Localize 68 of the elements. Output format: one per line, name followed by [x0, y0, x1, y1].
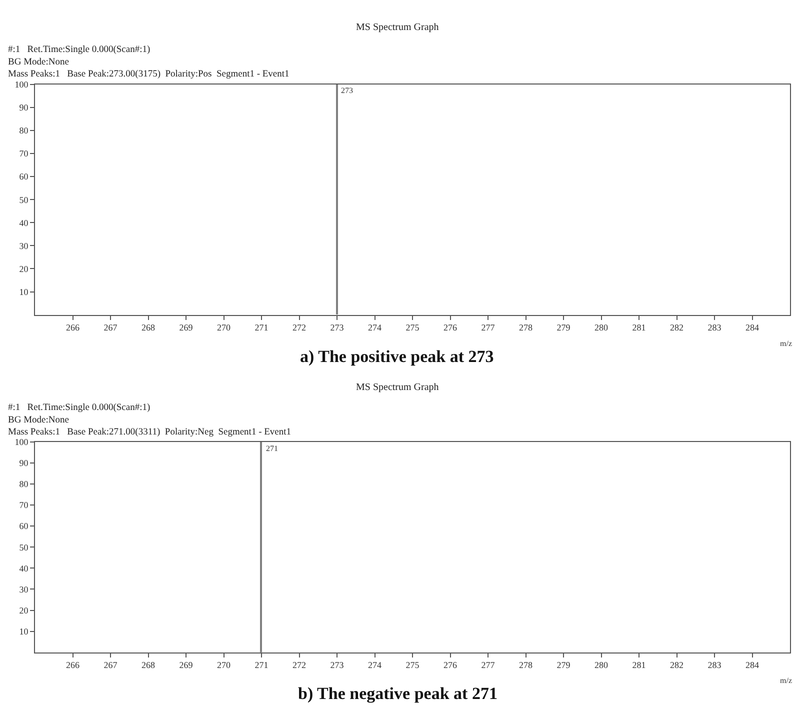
x-tick-label: 272: [292, 322, 306, 333]
x-tick-label: 283: [708, 660, 722, 670]
y-tick-label: 10: [19, 286, 29, 297]
x-tick-label: 284: [746, 322, 760, 333]
chart-title: MS Spectrum Graph: [356, 22, 439, 33]
x-tick-label: 267: [104, 322, 118, 333]
x-tick-label: 271: [254, 322, 268, 333]
x-tick-label: 282: [670, 660, 684, 670]
y-tick-label: 50: [19, 194, 29, 205]
x-tick-label: 278: [519, 322, 533, 333]
y-tick-label: 10: [19, 626, 29, 636]
y-tick-label: 80: [19, 479, 29, 490]
y-tick-label: 40: [19, 563, 29, 574]
x-tick-label: 281: [632, 322, 646, 333]
x-tick-label: 272: [292, 660, 306, 670]
x-tick-label: 274: [368, 660, 382, 670]
chart-subtitle: #:1 Ret.Time:Single 0.000(Scan#:1) BG Mode:None Mass Peaks:1 Base Peak:271.00(3311) Polarity:Neg Segment1 - Event1: [8, 403, 292, 438]
x-tick-label: 280: [594, 660, 608, 670]
x-tick-label: 270: [217, 322, 231, 333]
x-tick-label: 279: [556, 322, 571, 333]
y-tick-label: 60: [19, 172, 29, 182]
x-tick-label: 266: [66, 322, 80, 333]
y-tick-label: 30: [19, 240, 29, 251]
x-tick-label: 273: [330, 322, 344, 333]
x-tick-label: 271: [254, 660, 268, 670]
y-tick-label: 20: [19, 264, 29, 274]
x-axis-title: m/z: [780, 676, 792, 685]
annotation: 271: [266, 444, 278, 453]
x-tick-label: 278: [519, 660, 533, 670]
x-tick-label: 276: [444, 660, 458, 670]
x-tick-label: 275: [406, 322, 420, 333]
text: b) The negative peak at 271: [298, 684, 498, 703]
y-tick-label: 70: [19, 500, 29, 510]
y-tick-label: 100: [14, 437, 29, 448]
chart-subtitle: #:1 Ret.Time:Single 0.000(Scan#:1) BG Mode:None Mass Peaks:1 Base Peak:273.00(3175) Polarity:Pos Segment1 - Event1: [8, 45, 290, 80]
x-tick-label: 269: [179, 660, 194, 670]
x-tick-label: 280: [594, 322, 608, 333]
y-tick-label: 30: [19, 584, 29, 594]
y-tick-label: 90: [19, 102, 29, 113]
x-tick-label: 273: [330, 660, 344, 670]
x-tick-label: 270: [217, 660, 231, 670]
y-tick-label: 20: [19, 605, 29, 616]
x-tick-label: 284: [746, 660, 760, 670]
text: a) The positive peak at 273: [300, 347, 494, 366]
x-tick-label: 268: [142, 322, 156, 333]
y-tick-label: 90: [19, 458, 29, 468]
x-tick-label: 275: [406, 660, 420, 670]
x-tick-label: 274: [368, 322, 382, 333]
y-tick-label: 80: [19, 126, 29, 136]
annotation: 273: [341, 86, 353, 95]
chart-title: MS Spectrum Graph: [356, 382, 439, 393]
y-tick-label: 60: [19, 521, 29, 532]
x-tick-label: 277: [481, 660, 496, 670]
x-tick-label: 281: [632, 660, 646, 670]
x-tick-label: 267: [104, 660, 118, 670]
x-axis-title: m/z: [780, 339, 792, 348]
x-tick-label: 276: [444, 322, 458, 333]
x-tick-label: 279: [556, 660, 571, 670]
y-tick-label: 50: [19, 542, 29, 552]
x-tick-label: 268: [142, 660, 156, 670]
x-tick-label: 269: [179, 322, 194, 333]
y-tick-label: 100: [14, 80, 29, 90]
x-tick-label: 283: [708, 322, 722, 333]
y-tick-label: 40: [19, 218, 29, 228]
x-tick-label: 266: [66, 660, 80, 670]
y-tick-label: 70: [19, 148, 29, 159]
x-tick-label: 282: [670, 322, 684, 333]
x-tick-label: 277: [481, 322, 496, 333]
